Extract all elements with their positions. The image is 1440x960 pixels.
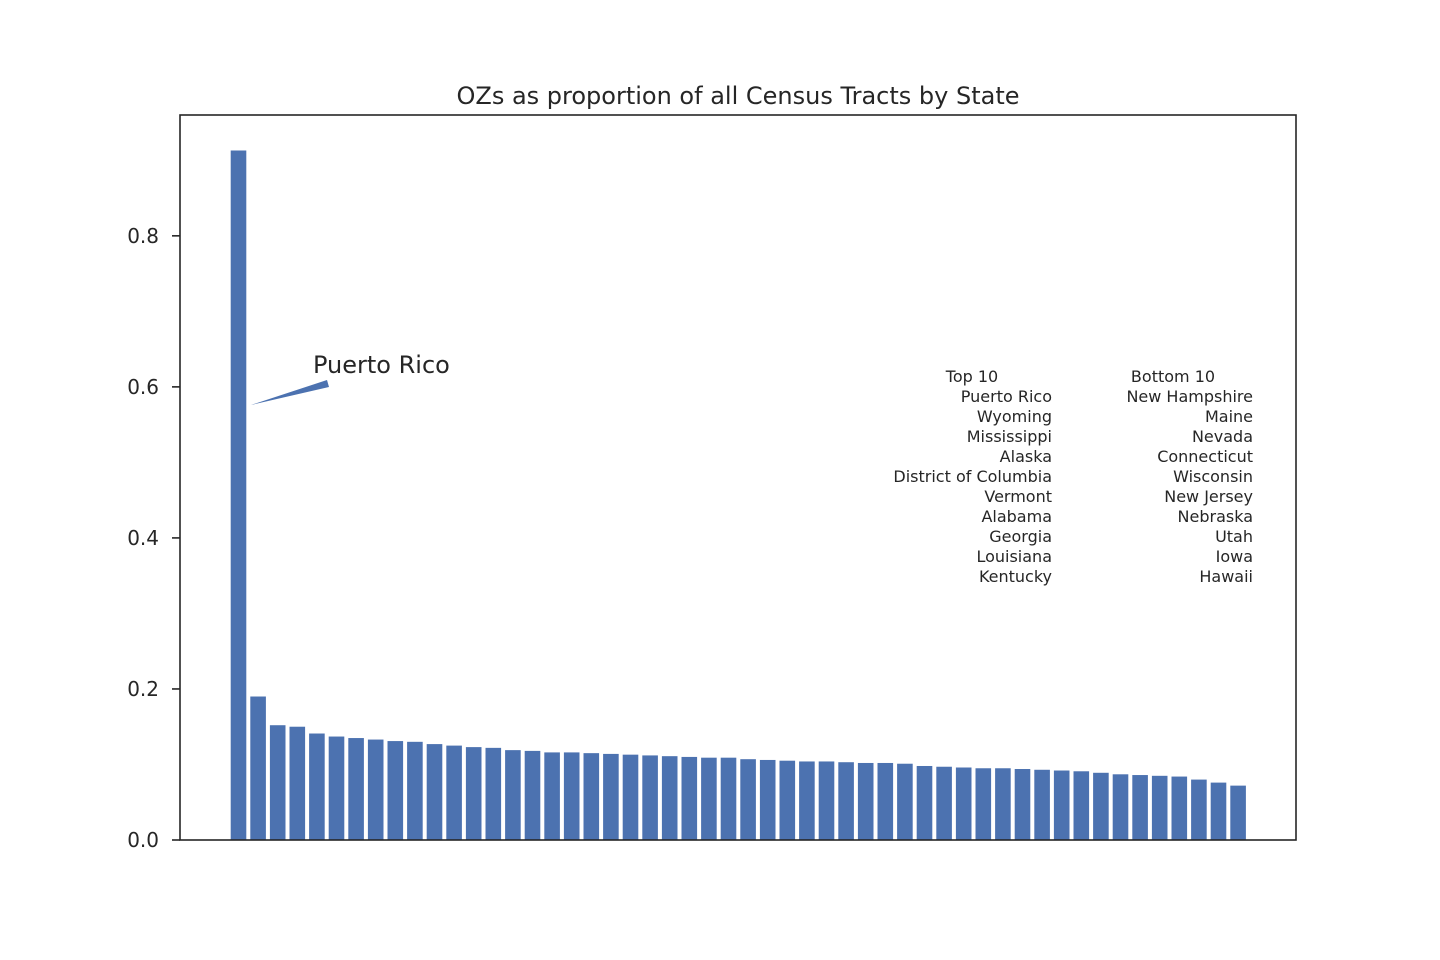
bar xyxy=(348,738,364,840)
list-item: Kentucky xyxy=(979,567,1052,586)
bar xyxy=(485,747,502,840)
bar xyxy=(603,753,619,840)
y-tick-label: 0.8 xyxy=(127,224,159,248)
annotation-arrow xyxy=(251,380,329,405)
list-item: Iowa xyxy=(1216,547,1253,566)
bars-group xyxy=(230,150,1246,841)
bar xyxy=(1014,769,1031,840)
bar xyxy=(779,760,796,840)
bar xyxy=(505,750,521,840)
y-axis: 0.0 0.2 0.4 0.6 0.8 xyxy=(127,224,180,852)
list-item: Nebraska xyxy=(1178,507,1253,526)
bar xyxy=(407,741,423,840)
bar xyxy=(622,754,639,840)
list-item: Vermont xyxy=(984,487,1052,506)
bar xyxy=(250,696,266,840)
bar xyxy=(1230,785,1246,841)
list-item: Alabama xyxy=(981,507,1052,526)
bar xyxy=(799,761,815,840)
bar xyxy=(1210,782,1227,840)
list-item: Mississippi xyxy=(967,427,1052,446)
y-tick-label: 0.6 xyxy=(127,375,159,399)
bar xyxy=(426,744,443,840)
bar xyxy=(740,759,756,840)
bottom10-heading: Bottom 10 xyxy=(1131,367,1215,386)
list-item: Louisiana xyxy=(976,547,1052,566)
list-item: Maine xyxy=(1205,407,1253,426)
bar xyxy=(661,756,678,840)
bottom10-list: Bottom 10 New HampshireMaineNevadaConnec… xyxy=(1126,367,1253,586)
list-item: New Hampshire xyxy=(1126,387,1253,406)
bar xyxy=(681,756,698,840)
chart-title: OZs as proportion of all Census Tracts b… xyxy=(456,82,1019,110)
list-item: District of Columbia xyxy=(893,467,1052,486)
bar xyxy=(975,768,992,840)
bar xyxy=(995,768,1011,840)
list-item: Connecticut xyxy=(1157,447,1253,466)
bar xyxy=(897,763,913,840)
bar xyxy=(720,757,737,840)
list-item: Alaska xyxy=(1000,447,1052,466)
bar xyxy=(309,733,325,840)
bar xyxy=(1191,779,1207,840)
bar xyxy=(367,739,384,840)
bar xyxy=(1171,776,1188,840)
bar xyxy=(1151,775,1168,840)
bar xyxy=(936,766,952,840)
list-item: Georgia xyxy=(989,527,1052,546)
list-item: Wyoming xyxy=(977,407,1052,426)
bar xyxy=(877,762,894,840)
bar xyxy=(838,762,854,840)
bar xyxy=(857,762,874,840)
bar xyxy=(955,767,972,840)
bar xyxy=(387,741,404,840)
y-tick-label: 0.0 xyxy=(127,828,159,852)
list-item: Nevada xyxy=(1192,427,1253,446)
bar xyxy=(1073,771,1090,840)
list-item: New Jersey xyxy=(1164,487,1253,506)
annotation-label: Puerto Rico xyxy=(313,351,450,379)
bar xyxy=(583,753,600,840)
bar xyxy=(818,761,835,840)
bar xyxy=(916,765,933,840)
list-item: Wisconsin xyxy=(1173,467,1253,486)
bar xyxy=(1053,770,1070,840)
bar xyxy=(328,736,345,840)
bar xyxy=(1132,775,1148,840)
bar xyxy=(759,759,776,840)
bar xyxy=(524,750,541,840)
bar xyxy=(563,752,580,840)
list-item: Puerto Rico xyxy=(961,387,1052,406)
bar xyxy=(642,755,658,840)
bar xyxy=(465,747,482,840)
bar xyxy=(544,752,560,840)
bar xyxy=(1034,769,1050,840)
y-tick-label: 0.4 xyxy=(127,526,159,550)
plot-frame xyxy=(179,114,1297,841)
bar xyxy=(230,150,247,841)
y-tick-label: 0.2 xyxy=(127,677,159,701)
bar xyxy=(1093,772,1109,840)
bar xyxy=(269,725,286,840)
bar xyxy=(446,745,462,840)
list-item: Utah xyxy=(1215,527,1253,546)
bar xyxy=(1112,774,1129,840)
bar xyxy=(289,726,306,840)
list-item: Hawaii xyxy=(1199,567,1253,586)
bar xyxy=(701,757,717,840)
top10-list: Top 10 Puerto RicoWyomingMississippiAlas… xyxy=(893,367,1052,586)
top10-heading: Top 10 xyxy=(945,367,998,386)
